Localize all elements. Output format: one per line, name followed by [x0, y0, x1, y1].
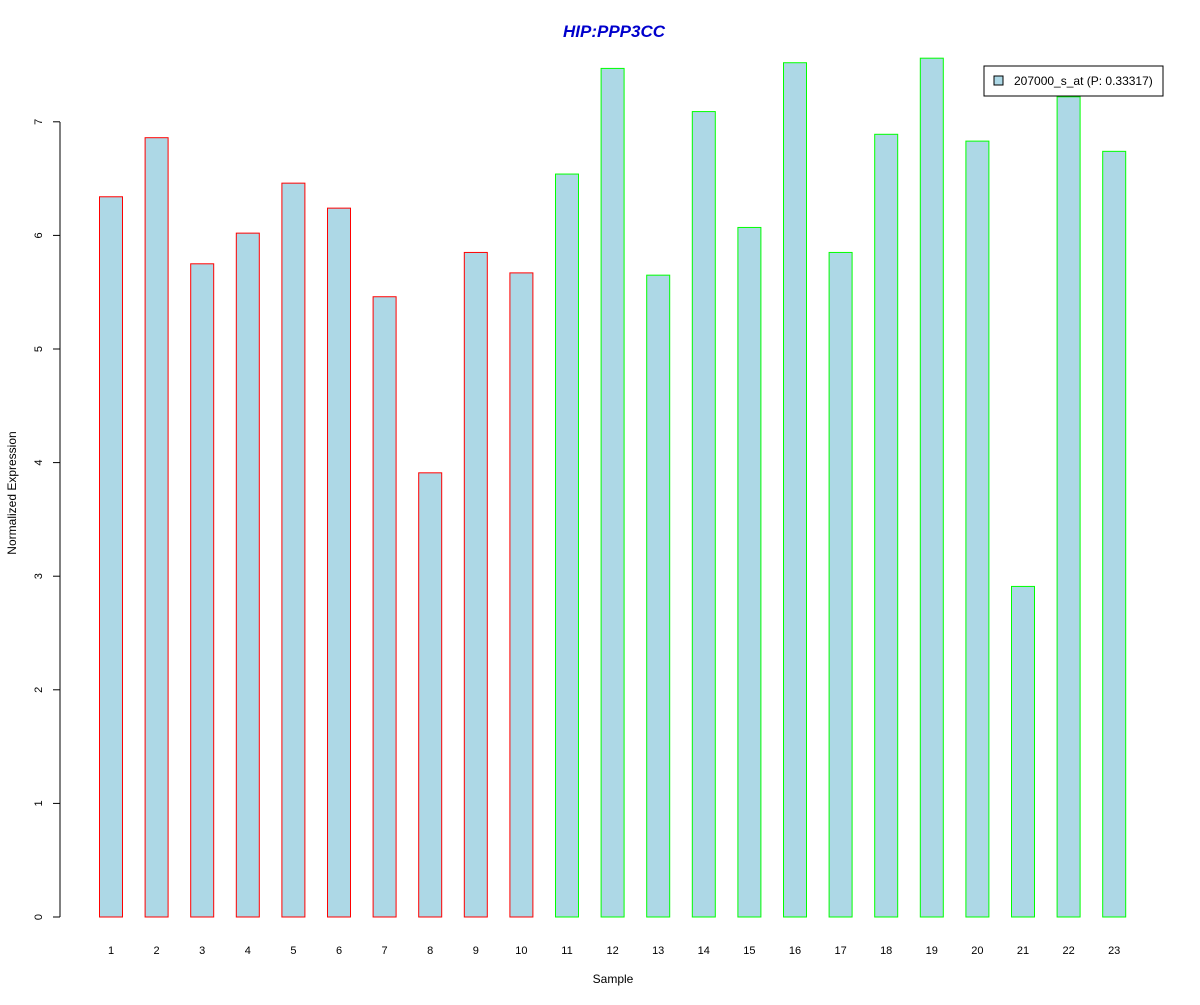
x-axis-tick-labels: 1 2 3 4 5 6 7 8 9 10 11 12 13 14 15 16 17 18 19 20 21 22 23: [108, 945, 1120, 957]
x-tick-label: 18: [880, 945, 892, 957]
bar-sample-2: [144, 137, 169, 918]
x-tick-label: 21: [1017, 945, 1029, 957]
y-tick-label: 7: [33, 119, 45, 125]
bar-sample-23: [1102, 150, 1127, 918]
legend-label: 207000_s_at (P: 0.33317): [1014, 74, 1153, 88]
x-tick-label: 5: [290, 945, 296, 957]
bar-sample-9: [463, 251, 488, 918]
x-tick-label: 13: [652, 945, 664, 957]
bar-sample-12: [600, 67, 625, 918]
x-tick-label: 3: [199, 945, 205, 957]
x-tick-label: 19: [926, 945, 938, 957]
x-tick-label: 15: [743, 945, 755, 957]
legend-swatch: [993, 75, 1004, 86]
bar-sample-14: [691, 111, 716, 918]
x-tick-label: 20: [971, 945, 983, 957]
bar-sample-5: [281, 182, 306, 918]
bar-sample-6: [327, 207, 351, 918]
bar-sample-13: [646, 274, 671, 918]
x-tick-label: 1: [108, 945, 114, 957]
y-tick-label: 2: [33, 687, 45, 693]
chart-title: HIP:PPP3CC: [563, 22, 666, 41]
bar-sample-16: [783, 62, 807, 918]
y-tick-label: 5: [33, 346, 45, 352]
bar-sample-22: [1056, 96, 1081, 918]
bar-sample-4: [235, 232, 260, 918]
bar-sample-17: [828, 251, 853, 918]
x-tick-label: 16: [789, 945, 801, 957]
bar-sample-1: [99, 196, 123, 918]
x-tick-label: 22: [1062, 945, 1074, 957]
bar-sample-20: [965, 140, 990, 918]
y-tick-label: 6: [33, 232, 45, 238]
x-tick-label: 7: [382, 945, 388, 957]
legend: 207000_s_at (P: 0.33317): [983, 65, 1164, 97]
bars-group: [99, 57, 1127, 918]
bar-sample-15: [737, 226, 762, 918]
y-axis-label: Normalized Expression: [5, 431, 19, 554]
y-tick-label: 3: [33, 573, 45, 579]
bar-sample-19: [919, 57, 944, 918]
x-tick-label: 14: [698, 945, 710, 957]
bar-sample-3: [190, 263, 215, 918]
x-tick-label: 17: [834, 945, 846, 957]
x-tick-label: 9: [473, 945, 479, 957]
bar-sample-10: [509, 272, 534, 918]
x-tick-label: 11: [561, 945, 572, 957]
y-axis-ticks: 0 1 2 3 4 5 6 7: [33, 119, 60, 920]
bar-sample-21: [1011, 585, 1035, 918]
x-tick-label: 10: [515, 945, 527, 957]
x-tick-label: 23: [1108, 945, 1120, 957]
x-tick-label: 6: [336, 945, 342, 957]
x-tick-label: 4: [245, 945, 251, 957]
x-tick-label: 12: [606, 945, 618, 957]
bar-sample-7: [372, 296, 397, 918]
x-tick-label: 2: [154, 945, 160, 957]
legend-box: [983, 65, 1164, 97]
bar-sample-18: [874, 133, 899, 918]
bar-sample-8: [418, 472, 443, 918]
x-axis-label: Sample: [593, 972, 634, 986]
bar-sample-11: [555, 173, 579, 918]
y-tick-label: 4: [33, 460, 45, 466]
x-tick-label: 8: [427, 945, 433, 957]
y-tick-label: 0: [33, 914, 45, 920]
y-tick-label: 1: [33, 800, 45, 806]
